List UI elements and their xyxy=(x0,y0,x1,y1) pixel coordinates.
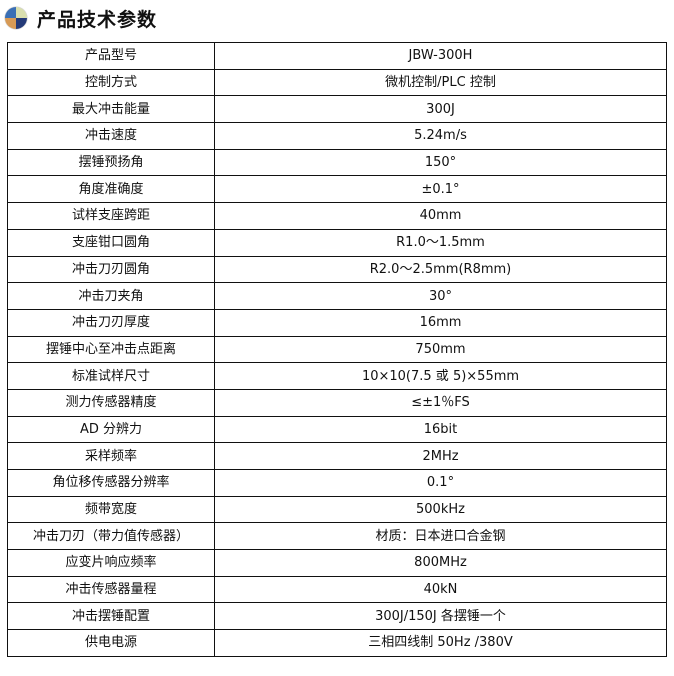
spec-label: 摆锤预扬角 xyxy=(7,148,215,177)
spec-value: 微机控制/PLC 控制 xyxy=(214,68,667,97)
table-row: 冲击刀刃（带力值传感器） 材质：日本进口合金钢 xyxy=(7,522,667,551)
table-row: 支座钳口圆角 R1.0～1.5mm xyxy=(7,228,667,257)
table-row: 采样频率 2MHz xyxy=(7,442,667,470)
spec-value: 30° xyxy=(214,282,667,310)
spec-value: ±0.1° xyxy=(214,175,667,204)
spec-value: 300J/150J 各摆锤一个 xyxy=(214,602,667,631)
table-row: 最大冲击能量 300J xyxy=(7,95,667,124)
spec-label: 试样支座跨距 xyxy=(7,202,215,230)
spec-table: 产品型号 JBW-300H 控制方式 微机控制/PLC 控制 最大冲击能量 300J 冲击速… xyxy=(7,42,667,657)
table-row: 摆锤预扬角 150° xyxy=(7,148,667,177)
spec-label: 控制方式 xyxy=(7,68,215,97)
table-row: 标准试样尺寸 10×10(7.5 或 5)×55mm xyxy=(7,362,667,390)
spec-label: 冲击刀刃圆角 xyxy=(7,255,215,284)
spec-value: 0.1° xyxy=(214,469,667,497)
spec-label: 角度准确度 xyxy=(7,175,215,204)
spec-value: 10×10(7.5 或 5)×55mm xyxy=(214,362,667,390)
spec-value: 5.24m/s xyxy=(214,122,667,150)
spec-label: 采样频率 xyxy=(7,442,215,470)
quadrant-circle-icon xyxy=(5,7,27,29)
spec-label: 冲击刀刃（带力值传感器） xyxy=(7,522,215,551)
spec-label: 标准试样尺寸 xyxy=(7,362,215,390)
spec-label: 产品型号 xyxy=(7,42,215,70)
spec-label: AD 分辨力 xyxy=(7,415,215,444)
spec-value: R2.0～2.5mm(R8mm) xyxy=(214,255,667,284)
table-row: 供电电源 三相四线制 50Hz /380V xyxy=(7,629,667,657)
spec-value: 300J xyxy=(214,95,667,124)
spec-label: 冲击速度 xyxy=(7,122,215,150)
spec-label: 支座钳口圆角 xyxy=(7,228,215,257)
table-row: 冲击刀刃圆角 R2.0～2.5mm(R8mm) xyxy=(7,255,667,284)
spec-value: 40kN xyxy=(214,575,667,604)
spec-value: ≤±1％FS xyxy=(214,388,667,417)
spec-value: 16bit xyxy=(214,415,667,444)
table-row: AD 分辨力 16bit xyxy=(7,415,667,444)
spec-value: 800MHz xyxy=(214,549,667,577)
spec-value: 2MHz xyxy=(214,442,667,470)
spec-label: 角位移传感器分辨率 xyxy=(7,469,215,497)
spec-label: 最大冲击能量 xyxy=(7,95,215,124)
spec-label: 供电电源 xyxy=(7,629,215,657)
spec-label: 冲击刀刃厚度 xyxy=(7,308,215,337)
page-title: 产品技术参数 xyxy=(37,8,158,31)
table-row: 测力传感器精度 ≤±1％FS xyxy=(7,388,667,417)
table-row: 应变片响应频率 800MHz xyxy=(7,549,667,577)
spec-value: R1.0～1.5mm xyxy=(214,228,667,257)
table-row: 试样支座跨距 40mm xyxy=(7,202,667,230)
spec-label: 冲击传感器量程 xyxy=(7,575,215,604)
table-row: 角度准确度 ±0.1° xyxy=(7,175,667,204)
table-row: 冲击摆锤配置 300J/150J 各摆锤一个 xyxy=(7,602,667,631)
table-row: 摆锤中心至冲击点距离 750mm xyxy=(7,335,667,364)
section-header: 产品技术参数 xyxy=(5,4,157,32)
spec-value: 三相四线制 50Hz /380V xyxy=(214,629,667,657)
spec-value: 500kHz xyxy=(214,495,667,524)
table-row: 频带宽度 500kHz xyxy=(7,495,667,524)
table-row: 冲击刀夹角 30° xyxy=(7,282,667,310)
table-row: 产品型号 JBW-300H xyxy=(7,42,667,70)
spec-label: 冲击刀夹角 xyxy=(7,282,215,310)
spec-label: 摆锤中心至冲击点距离 xyxy=(7,335,215,364)
table-row: 控制方式 微机控制/PLC 控制 xyxy=(7,68,667,97)
table-row: 冲击传感器量程 40kN xyxy=(7,575,667,604)
spec-label: 测力传感器精度 xyxy=(7,388,215,417)
table-row: 冲击刀刃厚度 16mm xyxy=(7,308,667,337)
table-row: 角位移传感器分辨率 0.1° xyxy=(7,469,667,497)
spec-value: 750mm xyxy=(214,335,667,364)
spec-value: JBW-300H xyxy=(214,42,667,70)
spec-label: 应变片响应频率 xyxy=(7,549,215,577)
spec-label: 频带宽度 xyxy=(7,495,215,524)
spec-value: 40mm xyxy=(214,202,667,230)
spec-value: 材质：日本进口合金钢 xyxy=(214,522,667,551)
spec-label: 冲击摆锤配置 xyxy=(7,602,215,631)
spec-value: 16mm xyxy=(214,308,667,337)
spec-value: 150° xyxy=(214,148,667,177)
table-row: 冲击速度 5.24m/s xyxy=(7,122,667,150)
